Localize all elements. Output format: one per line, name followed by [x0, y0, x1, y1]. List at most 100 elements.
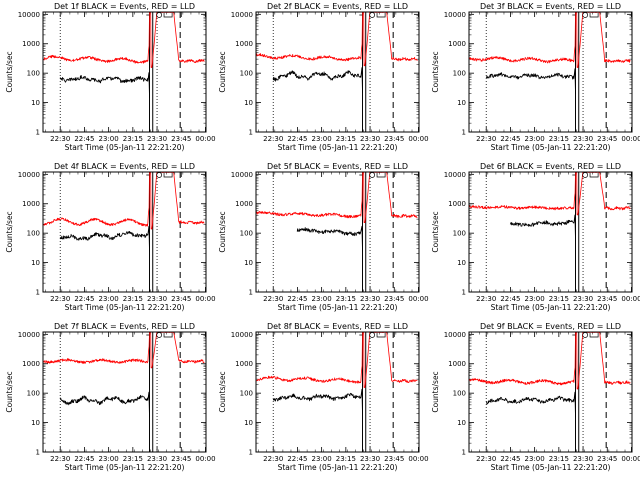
- plot-frame: [468, 331, 633, 453]
- y-tick-label: 1: [36, 129, 40, 137]
- y-tick-label: 100: [453, 390, 466, 398]
- events-series-line: [59, 72, 150, 98]
- x-tick-label: 22:30: [263, 295, 283, 303]
- x-tick-label: 23:00: [525, 135, 545, 143]
- x-axis-label: Start Time (05-Jan-11 22:21:20): [65, 463, 185, 472]
- y-tick-label: 10: [31, 259, 40, 267]
- plot-frame: [255, 331, 420, 453]
- x-tick-label: 22:45: [74, 295, 94, 303]
- saturation-marker-circle: [582, 172, 589, 178]
- y-tick-label: 1000: [22, 200, 40, 208]
- y-tick-label: 1000: [235, 40, 253, 48]
- saturation-marker-circle: [582, 12, 589, 18]
- y-tick-label: 100: [240, 70, 253, 78]
- x-tick-label: 22:45: [500, 455, 520, 463]
- x-tick-label: 23:30: [360, 135, 380, 143]
- x-axis-label: Start Time (05-Jan-11 22:21:20): [65, 303, 185, 312]
- detector-panel-1: Det 1f BLACK = Events, RED = LLD Counts/s…: [5, 2, 216, 152]
- panel-title: Det 6f BLACK = Events, RED = LLD: [480, 162, 621, 171]
- lld-series-line: [255, 171, 418, 223]
- panel-title: Det 1f BLACK = Events, RED = LLD: [54, 2, 195, 11]
- y-tick-label: 100: [27, 390, 40, 398]
- y-tick-label: 1000: [448, 200, 466, 208]
- x-tick-label: 23:00: [99, 295, 119, 303]
- y-tick-label: 1000: [22, 360, 40, 368]
- x-tick-label: 22:30: [263, 455, 283, 463]
- plot-frame: [468, 11, 633, 133]
- detector-panel-5: Det 5f BLACK = Events, RED = LLD Counts/s…: [218, 162, 429, 312]
- x-tick-label: 23:30: [147, 295, 167, 303]
- y-tick-label: 10000: [444, 331, 466, 339]
- x-tick-label: 23:45: [384, 135, 404, 143]
- x-tick-label: 00:00: [195, 455, 215, 463]
- plot-frame: [42, 331, 207, 453]
- x-tick-label: 23:30: [573, 295, 593, 303]
- x-tick-label: 22:30: [50, 455, 70, 463]
- x-tick-label: 23:15: [123, 295, 143, 303]
- plot-frame: [255, 11, 420, 133]
- x-tick-label: 23:45: [597, 295, 617, 303]
- x-tick-label: 23:00: [525, 295, 545, 303]
- x-tick-label: 23:15: [549, 455, 569, 463]
- detector-panel-3: Det 3f BLACK = Events, RED = LLD Counts/s…: [431, 2, 640, 152]
- panel-title: Det 7f BLACK = Events, RED = LLD: [54, 322, 195, 331]
- y-tick-label: 10000: [231, 11, 253, 19]
- detector-panel-6: Det 6f BLACK = Events, RED = LLD Counts/s…: [431, 162, 640, 312]
- x-tick-label: 23:00: [312, 135, 332, 143]
- saturation-bracket: [572, 173, 599, 178]
- x-tick-label: 23:30: [147, 135, 167, 143]
- events-series-line: [485, 391, 576, 418]
- detector-panel-2: Det 2f BLACK = Events, RED = LLD Counts/s…: [218, 2, 429, 152]
- y-tick-label: 1: [249, 289, 253, 297]
- x-axis-label: Start Time (05-Jan-11 22:21:20): [491, 303, 611, 312]
- x-tick-label: 23:30: [573, 455, 593, 463]
- lld-series-line: [42, 171, 205, 230]
- y-axis-label: Counts/sec: [5, 371, 14, 412]
- y-tick-label: 1000: [448, 360, 466, 368]
- y-tick-label: 100: [240, 230, 253, 238]
- x-tick-label: 23:30: [360, 295, 380, 303]
- plot-frame: [255, 171, 420, 293]
- x-axis-label: Start Time (05-Jan-11 22:21:20): [491, 143, 611, 152]
- x-tick-label: 23:15: [123, 135, 143, 143]
- x-tick-label: 23:30: [573, 135, 593, 143]
- panel-title: Det 4f BLACK = Events, RED = LLD: [54, 162, 195, 171]
- x-tick-label: 23:30: [360, 455, 380, 463]
- x-tick-label: 23:00: [525, 455, 545, 463]
- x-tick-label: 23:15: [123, 455, 143, 463]
- saturation-marker-circle: [369, 172, 376, 178]
- saturation-bracket: [146, 173, 173, 178]
- x-tick-label: 00:00: [195, 135, 215, 143]
- y-axis-label: Counts/sec: [431, 371, 440, 412]
- lld-series-line: [42, 331, 205, 369]
- x-tick-label: 22:45: [74, 135, 94, 143]
- saturation-marker-circle: [582, 332, 589, 338]
- y-tick-label: 10: [244, 99, 253, 107]
- x-tick-label: 22:30: [476, 455, 496, 463]
- saturation-marker-circle: [156, 172, 163, 178]
- x-tick-label: 00:00: [408, 455, 428, 463]
- plot-frame: [42, 11, 207, 133]
- events-series-line: [485, 68, 576, 95]
- lld-series-line: [468, 331, 631, 390]
- panel-title: Det 8f BLACK = Events, RED = LLD: [267, 322, 408, 331]
- x-tick-label: 23:15: [549, 135, 569, 143]
- detector-panel-4: Det 4f BLACK = Events, RED = LLD Counts/s…: [5, 162, 216, 312]
- y-tick-label: 10000: [18, 171, 40, 179]
- saturation-bracket: [146, 333, 173, 338]
- y-axis-label: Counts/sec: [431, 211, 440, 252]
- x-tick-label: 22:30: [476, 135, 496, 143]
- x-axis-label: Start Time (05-Jan-11 22:21:20): [278, 303, 398, 312]
- x-tick-label: 00:00: [408, 295, 428, 303]
- x-tick-label: 22:30: [476, 295, 496, 303]
- x-tick-label: 23:15: [336, 455, 356, 463]
- y-tick-label: 10000: [444, 11, 466, 19]
- y-tick-label: 1: [36, 449, 40, 457]
- x-tick-label: 22:45: [500, 135, 520, 143]
- y-tick-label: 10: [457, 419, 466, 427]
- x-axis-label: Start Time (05-Jan-11 22:21:20): [65, 143, 185, 152]
- y-tick-label: 10: [457, 259, 466, 267]
- y-tick-label: 1000: [235, 200, 253, 208]
- x-axis-label: Start Time (05-Jan-11 22:21:20): [278, 463, 398, 472]
- saturation-bracket: [359, 173, 386, 178]
